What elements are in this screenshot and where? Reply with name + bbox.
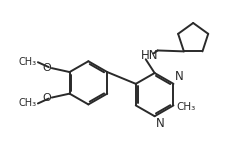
Text: O: O xyxy=(42,93,51,103)
Text: CH₃: CH₃ xyxy=(19,57,37,67)
Text: N: N xyxy=(175,70,184,83)
Text: CH₃: CH₃ xyxy=(19,98,37,108)
Text: CH₃: CH₃ xyxy=(176,102,196,112)
Text: O: O xyxy=(42,63,51,73)
Text: N: N xyxy=(156,117,165,130)
Text: HN: HN xyxy=(141,49,158,62)
